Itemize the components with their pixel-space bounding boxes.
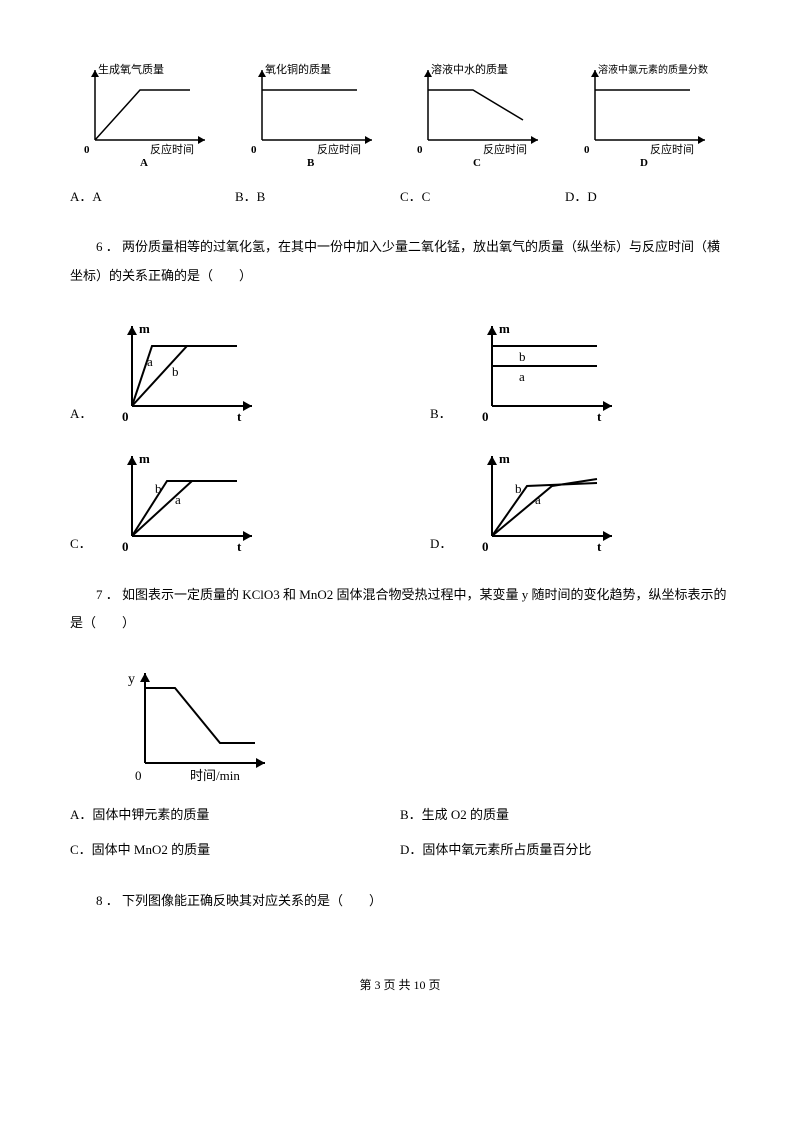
svg-text:0: 0 <box>482 409 489 424</box>
svg-text:时间/min: 时间/min <box>190 768 240 783</box>
svg-text:a: a <box>175 492 181 507</box>
q5-opt-c: C．C <box>400 185 565 208</box>
svg-text:m: m <box>139 321 150 336</box>
q6-svg-d: a b m 0 t <box>457 441 627 556</box>
svg-text:反应时间: 反应时间 <box>650 142 694 156</box>
q6-svg-b: a b m 0 t <box>457 311 627 426</box>
svg-text:t: t <box>597 409 602 424</box>
q7-graph: y 0 时间/min <box>110 658 730 788</box>
svg-text:t: t <box>597 539 602 554</box>
svg-text:溶液中氯元素的质量分数: 溶液中氯元素的质量分数 <box>598 63 708 76</box>
svg-text:m: m <box>499 451 510 466</box>
svg-text:t: t <box>237 409 242 424</box>
q8-text: 8 ． 下列图像能正确反映其对应关系的是（ ） <box>70 887 730 916</box>
q6-label-b: B． <box>430 402 452 425</box>
q6-text: 6 ． 两份质量相等的过氧化氢，在其中一份中加入少量二氧化锰，放出氧气的质量（纵… <box>70 233 730 290</box>
q5-graph-row: 生成氧气质量 0 反应时间 A 氧化铜的质量 0 反应时间 B 溶液中水的质量 … <box>70 60 730 170</box>
svg-text:0: 0 <box>122 409 129 424</box>
q5-svg-b: 氧化铜的质量 0 反应时间 B <box>237 60 387 170</box>
svg-text:A: A <box>140 157 148 169</box>
svg-text:0: 0 <box>584 144 590 156</box>
q5-graph-d: 溶液中氯元素的质量分数 0 反应时间 D <box>570 60 730 170</box>
svg-text:b: b <box>515 481 522 496</box>
q6-graph-c: C． a b m 0 t <box>70 441 370 556</box>
q5-opt-b: B．B <box>235 185 400 208</box>
svg-text:m: m <box>499 321 510 336</box>
q6-graphs: A． a b m 0 t B． a b m 0 t <box>70 311 730 556</box>
svg-text:0: 0 <box>251 144 257 156</box>
q6-svg-c: a b m 0 t <box>97 441 267 556</box>
q5-options: A．A B．B C．C D．D <box>70 185 730 208</box>
q5-svg-c: 溶液中水的质量 0 反应时间 C <box>403 60 553 170</box>
q5-graph-c: 溶液中水的质量 0 反应时间 C <box>403 60 560 170</box>
svg-text:b: b <box>155 481 162 496</box>
svg-text:0: 0 <box>417 144 423 156</box>
svg-text:b: b <box>172 364 179 379</box>
q6-label-c: C． <box>70 532 92 555</box>
q7-text: 7 ． 如图表示一定质量的 KClO3 和 MnO2 固体混合物受热过程中，某变… <box>70 581 730 638</box>
svg-text:反应时间: 反应时间 <box>483 142 527 156</box>
q5-opt-d: D．D <box>565 185 730 208</box>
svg-text:0: 0 <box>135 768 142 783</box>
page-footer: 第 3 页 共 10 页 <box>70 975 730 997</box>
q6-svg-a: a b m 0 t <box>97 311 267 426</box>
svg-text:y: y <box>128 672 135 687</box>
svg-text:m: m <box>139 451 150 466</box>
q6-label-a: A． <box>70 402 92 425</box>
svg-text:反应时间: 反应时间 <box>150 142 194 156</box>
svg-text:0: 0 <box>482 539 489 554</box>
svg-text:C: C <box>473 157 481 169</box>
q5-graph-b: 氧化铜的质量 0 反应时间 B <box>237 60 394 170</box>
q5-svg-d: 溶液中氯元素的质量分数 0 反应时间 D <box>570 60 730 170</box>
q6-graph-a: A． a b m 0 t <box>70 311 370 426</box>
q7-svg: y 0 时间/min <box>110 658 280 788</box>
svg-text:氧化铜的质量: 氧化铜的质量 <box>265 62 331 76</box>
q7-opt-c: C．固体中 MnO2 的质量 <box>70 838 400 861</box>
q7-opt-b: B．生成 O2 的质量 <box>400 803 730 826</box>
svg-text:0: 0 <box>84 144 90 156</box>
svg-text:B: B <box>307 157 315 169</box>
svg-text:a: a <box>519 369 525 384</box>
q6-graph-b: B． a b m 0 t <box>430 311 730 426</box>
svg-text:生成氧气质量: 生成氧气质量 <box>98 62 164 76</box>
q7-opt-d: D．固体中氧元素所占质量百分比 <box>400 838 730 861</box>
svg-text:b: b <box>519 349 526 364</box>
svg-text:a: a <box>147 354 153 369</box>
svg-text:a: a <box>535 492 541 507</box>
svg-text:0: 0 <box>122 539 129 554</box>
q5-svg-a: 生成氧气质量 0 反应时间 A <box>70 60 220 170</box>
svg-text:t: t <box>237 539 242 554</box>
q5-opt-a: A．A <box>70 185 235 208</box>
svg-text:D: D <box>640 157 648 169</box>
q6-graph-d: D． a b m 0 t <box>430 441 730 556</box>
svg-text:溶液中水的质量: 溶液中水的质量 <box>431 62 508 76</box>
q7-opt-a: A．固体中钾元素的质量 <box>70 803 400 826</box>
svg-text:反应时间: 反应时间 <box>317 142 361 156</box>
q7-options: A．固体中钾元素的质量 B．生成 O2 的质量 C．固体中 MnO2 的质量 D… <box>70 803 730 862</box>
q5-graph-a: 生成氧气质量 0 反应时间 A <box>70 60 227 170</box>
q6-label-d: D． <box>430 532 452 555</box>
